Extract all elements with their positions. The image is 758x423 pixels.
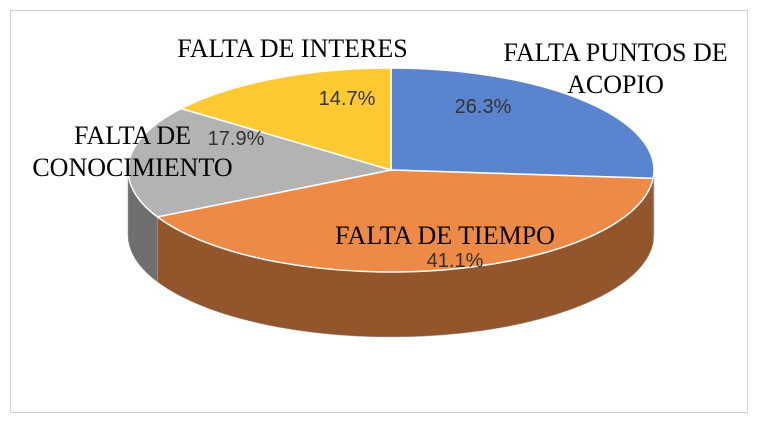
category-label: FALTA PUNTOS DE ACOPIO — [503, 38, 728, 99]
slice — [390, 67, 655, 180]
slice — [155, 169, 655, 273]
slice — [179, 67, 392, 172]
value-label: 26.3% — [454, 96, 512, 118]
slice — [127, 107, 392, 218]
category-label: FALTA DE CONOCIMIENTO — [32, 121, 233, 182]
category-label: FALTA DE INTERES — [177, 34, 408, 63]
value-label: 14.7% — [318, 88, 376, 110]
category-label: FALTA DE TIEMPO — [335, 221, 555, 250]
value-label: 41.1% — [426, 250, 484, 272]
value-label: 17.9% — [207, 128, 265, 150]
